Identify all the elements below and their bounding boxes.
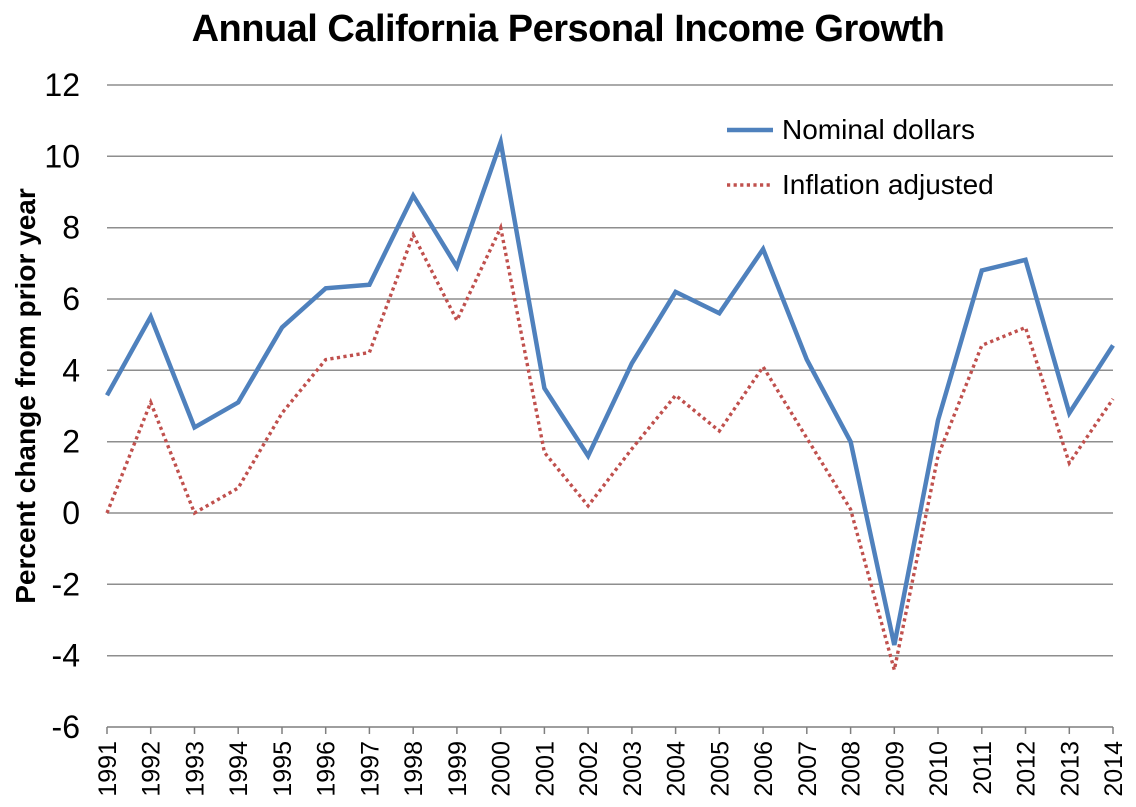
- x-tick-label: 2009: [881, 741, 909, 797]
- nominal-line: [105, 133, 1115, 646]
- x-tick-label: 2014: [1100, 741, 1128, 797]
- y-tick-label: -2: [52, 566, 80, 602]
- x-tick-label: 1991: [94, 741, 122, 797]
- x-tick-label: 2011: [969, 741, 997, 795]
- legend-item-inflation: Inflation adjusted: [726, 163, 994, 207]
- legend-item-nominal: Nominal dollars: [726, 108, 994, 152]
- x-tick-label: 2006: [750, 741, 778, 797]
- x-tick-label: 2002: [575, 741, 603, 797]
- x-tick-label: 1995: [269, 741, 297, 797]
- y-tick-label: 10: [44, 138, 80, 174]
- y-tick-label: 0: [62, 495, 80, 531]
- x-tick-label: 2008: [838, 741, 866, 797]
- chart-title: Annual California Personal Income Growth: [191, 8, 945, 50]
- inflation-line-swatch: [727, 183, 773, 187]
- y-tick-label: -4: [52, 638, 80, 674]
- legend-label-nominal: Nominal dollars: [782, 114, 975, 145]
- x-tick-label: 2004: [663, 741, 691, 797]
- x-tick-label: 1992: [138, 741, 166, 797]
- inflation-line: [105, 222, 1115, 671]
- x-tick-label: 1999: [444, 741, 472, 797]
- y-tick-label: 12: [44, 67, 80, 103]
- x-tick-label: 1994: [225, 741, 253, 797]
- nominal-line-swatch: [727, 127, 773, 133]
- y-tick-label: 4: [62, 352, 80, 388]
- legend-label-inflation: Inflation adjusted: [782, 169, 994, 200]
- x-tick-label: 2013: [1056, 741, 1084, 797]
- x-tick-label: 2010: [925, 741, 953, 797]
- x-tick-label: 1996: [313, 741, 341, 797]
- y-tick-label: -6: [52, 709, 80, 745]
- y-tick-label: 2: [62, 424, 80, 460]
- y-axis-title: Percent change from prior year: [10, 188, 41, 604]
- y-tick-label: 6: [62, 281, 80, 317]
- x-tick-label: 2003: [619, 741, 647, 797]
- x-tick-label: 1997: [356, 741, 384, 797]
- y-tick-label: 8: [62, 210, 80, 246]
- x-tick-label: 2001: [531, 741, 559, 797]
- x-tick-label: 1993: [182, 741, 210, 797]
- legend: Nominal dollars Inflation adjusted: [726, 108, 994, 218]
- x-tick-label: 1998: [400, 741, 428, 797]
- x-tick-label: 2005: [706, 741, 734, 797]
- x-tick-label: 2007: [794, 741, 822, 797]
- x-tick-label: 2000: [488, 741, 516, 797]
- x-tick-label: 2012: [1013, 741, 1041, 797]
